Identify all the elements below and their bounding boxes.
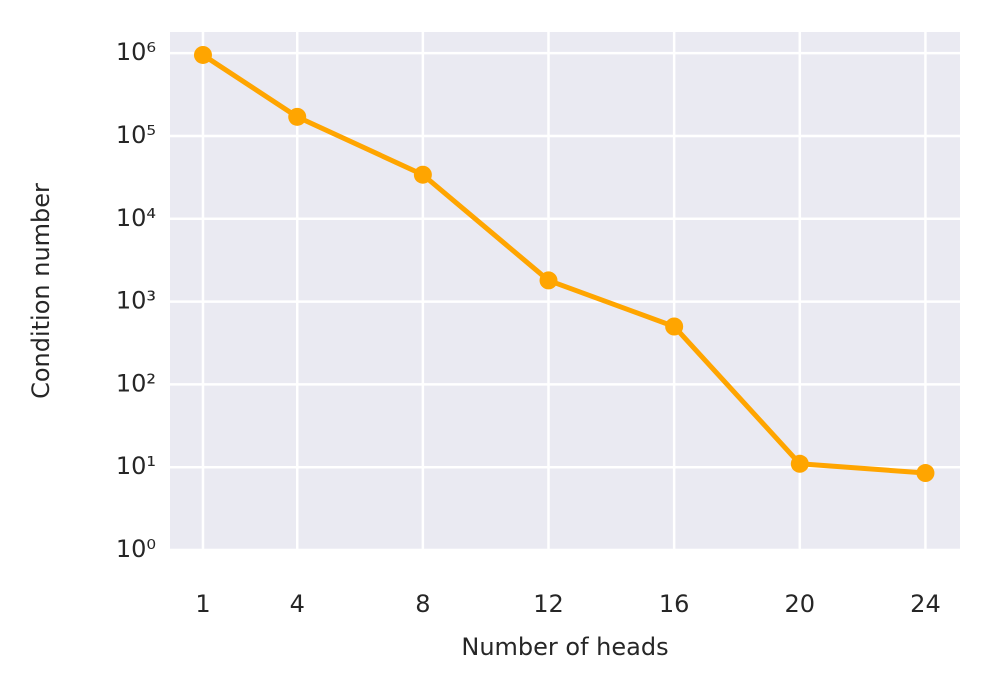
point	[193, 45, 212, 64]
y-axis-label: Condition number	[27, 183, 55, 399]
y-tick-label: 10²	[116, 369, 156, 397]
point	[790, 454, 809, 473]
y-tick-label: 10¹	[116, 452, 156, 480]
point	[665, 317, 684, 336]
y-tick-label: 10⁰	[116, 535, 156, 563]
x-tick-label: 1	[195, 590, 210, 618]
y-tick-label: 10³	[116, 287, 156, 315]
point	[413, 165, 432, 184]
point	[539, 271, 558, 290]
x-tick-label: 20	[785, 590, 816, 618]
x-tick-label: 4	[290, 590, 305, 618]
x-tick-label: 12	[533, 590, 564, 618]
point	[288, 107, 307, 126]
x-tick-label: 16	[659, 590, 690, 618]
x-tick-label: 24	[910, 590, 941, 618]
y-tick-label: 10⁴	[116, 204, 156, 232]
point	[916, 464, 935, 483]
y-tick-label: 10⁶	[116, 38, 156, 66]
x-axis-label: Number of heads	[461, 633, 668, 661]
y-tick-label: 10⁵	[116, 121, 156, 149]
x-tick-label: 8	[415, 590, 430, 618]
